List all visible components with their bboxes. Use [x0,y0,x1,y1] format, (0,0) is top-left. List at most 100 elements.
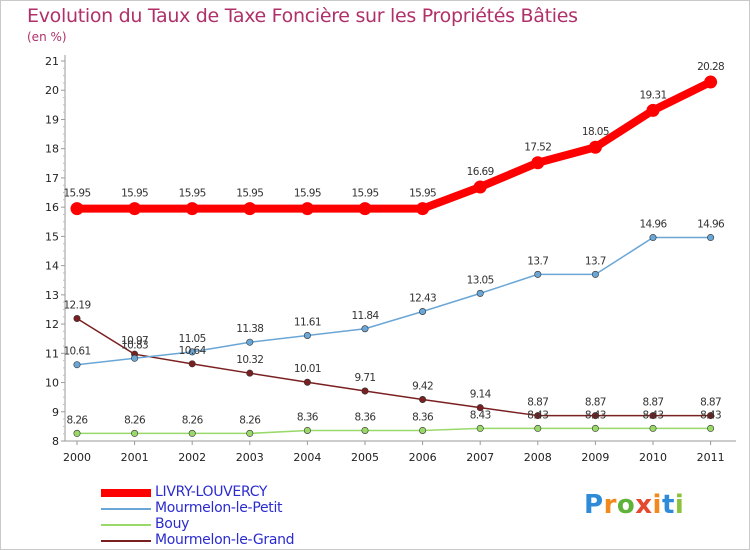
legend-swatch [101,540,151,542]
data-label: 17.52 [524,142,551,154]
data-label: 8.43 [527,409,548,421]
x-tick-label: 2005 [351,451,379,464]
data-label: 8.43 [643,409,664,421]
x-tick-label: 2011 [697,451,725,464]
data-label: 8.87 [643,397,664,409]
x-tick-label: 2007 [466,451,494,464]
data-label: 10.97 [121,335,148,347]
y-tick-label: 15 [45,230,59,243]
data-label: 9.71 [355,372,376,384]
data-point [649,234,657,242]
data-point [534,424,542,432]
y-tick-label: 10 [45,377,59,390]
data-label: 19.31 [639,89,666,101]
data-point [73,361,81,369]
x-tick-label: 2008 [524,451,552,464]
chart-title: Evolution du Taux de Taxe Foncière sur l… [27,5,578,27]
data-label: 8.87 [700,397,721,409]
data-label: 11.05 [179,333,206,345]
data-point [246,429,254,437]
y-tick-label: 11 [45,347,59,360]
data-point [704,75,718,89]
data-point [73,429,81,437]
data-point [361,325,369,333]
data-point [358,202,372,216]
data-label: 8.87 [527,397,548,409]
data-point [534,412,542,420]
proxiti-logo: Proxiti [584,490,684,520]
data-label: 8.43 [470,409,491,421]
data-label: 14.96 [639,219,667,231]
data-point [303,378,311,386]
data-point [649,424,657,432]
data-point [188,429,196,437]
data-point [591,270,599,278]
series-2 [73,424,715,437]
series-line [73,78,715,213]
series-3 [73,315,715,420]
data-label: 10.61 [63,346,90,358]
x-tick-label: 2009 [581,451,609,464]
data-label: 15.95 [121,188,148,200]
logo-letter: i [674,490,685,520]
data-point [246,338,254,346]
data-label: 8.26 [124,414,146,426]
data-point [246,369,254,377]
data-label: 10.64 [179,345,207,357]
legend-swatch [101,508,151,510]
data-point [361,387,369,395]
data-label: 15.95 [179,188,206,200]
data-point [361,426,369,434]
data-point [531,156,545,170]
y-tick-label: 12 [45,318,59,331]
data-label: 8.87 [585,397,606,409]
data-label: 13.05 [467,274,494,286]
data-label: 8.43 [585,409,606,421]
data-point [419,308,427,316]
data-point [707,412,715,420]
data-label: 13.7 [527,255,548,267]
data-point [73,315,81,323]
data-label: 12.43 [409,293,436,305]
logo-letter: o [616,490,636,520]
data-label: 8.36 [355,411,377,423]
data-label: 10.01 [294,363,321,375]
data-point [419,426,427,434]
data-point [473,180,487,194]
data-point [707,234,715,242]
data-label: 12.19 [63,300,90,312]
y-tick-label: 13 [45,289,59,302]
logo-letter: P [584,490,604,520]
data-point [476,424,484,432]
logo-letter: i [652,490,662,520]
x-tick-label: 2003 [236,451,264,464]
logo-letter: t [661,490,675,520]
chart-subtitle: (en %) [27,30,67,44]
data-label: 15.95 [351,188,378,200]
x-tick-label: 2006 [409,451,437,464]
y-tick-label: 8 [52,435,59,448]
data-label: 8.26 [182,414,204,426]
x-tick-label: 2000 [63,451,91,464]
data-label: 15.95 [294,188,321,200]
data-label: 8.36 [412,411,434,423]
legend-swatch [101,489,151,497]
data-point [188,348,196,356]
data-label: 8.36 [297,411,319,423]
y-tick-label: 17 [45,172,59,185]
data-point [419,395,427,403]
data-point [534,270,542,278]
y-tick-label: 14 [45,260,59,273]
data-point [185,202,199,216]
x-tick-label: 2010 [639,451,667,464]
legend-label: Mourmelon-le-Grand [155,532,295,548]
data-label: 9.14 [470,389,492,401]
data-point [300,202,314,216]
legend-label: Mourmelon-le-Petit [155,500,283,516]
legend-label: Bouy [155,516,190,532]
data-point [243,202,257,216]
data-point [303,331,311,339]
data-label: 14.96 [697,219,725,231]
data-label: 11.38 [236,323,263,335]
